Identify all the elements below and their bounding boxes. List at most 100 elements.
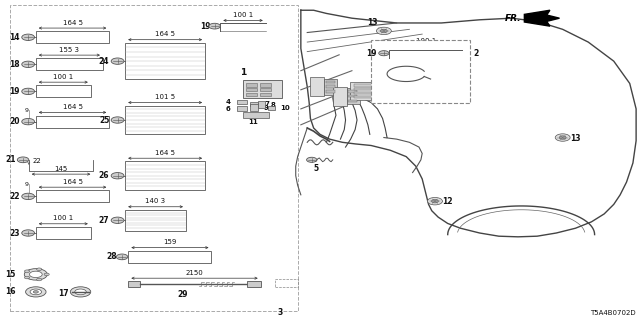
Text: 164 5: 164 5 — [63, 179, 83, 185]
Bar — [326, 81, 335, 83]
Text: 3: 3 — [278, 308, 283, 317]
Text: 13: 13 — [367, 18, 378, 27]
Text: 100 1: 100 1 — [53, 74, 74, 80]
Text: 19: 19 — [365, 49, 376, 58]
Bar — [243, 80, 282, 98]
Text: 25: 25 — [99, 116, 109, 124]
Bar — [36, 227, 91, 239]
Text: 22: 22 — [33, 158, 42, 164]
Circle shape — [24, 269, 47, 280]
Circle shape — [556, 134, 570, 141]
Bar — [129, 251, 211, 263]
Bar — [347, 88, 360, 104]
Bar — [246, 88, 257, 92]
Text: 159: 159 — [163, 239, 177, 245]
Bar — [125, 106, 205, 134]
Text: 9: 9 — [24, 182, 28, 188]
Text: 145: 145 — [54, 165, 68, 172]
Circle shape — [22, 34, 35, 40]
Bar — [371, 40, 470, 102]
Circle shape — [22, 118, 35, 125]
Circle shape — [307, 157, 317, 162]
Circle shape — [22, 230, 35, 236]
Text: 20: 20 — [10, 117, 20, 126]
Circle shape — [44, 273, 49, 276]
Text: 6: 6 — [226, 106, 230, 112]
Circle shape — [376, 27, 391, 35]
Bar — [125, 210, 186, 231]
Bar — [348, 95, 357, 97]
Text: 164 5: 164 5 — [63, 20, 83, 26]
Bar — [260, 88, 271, 92]
Text: 13: 13 — [570, 134, 581, 143]
Text: 14: 14 — [10, 33, 20, 42]
Text: 5: 5 — [314, 164, 319, 173]
Text: 29: 29 — [177, 290, 188, 299]
Text: 22: 22 — [10, 192, 20, 201]
Text: 28: 28 — [106, 252, 117, 261]
Bar — [260, 93, 271, 96]
Bar — [125, 43, 205, 79]
Text: T5A4B0702D: T5A4B0702D — [591, 310, 636, 316]
Text: 8: 8 — [271, 102, 275, 108]
Circle shape — [111, 117, 124, 123]
Bar — [354, 92, 374, 94]
Text: 24: 24 — [99, 57, 109, 66]
Circle shape — [22, 61, 35, 68]
Circle shape — [36, 268, 42, 270]
Bar — [350, 83, 376, 100]
Bar — [36, 58, 103, 70]
Text: 10: 10 — [280, 105, 290, 111]
Bar — [348, 90, 357, 93]
Text: 12: 12 — [443, 197, 453, 206]
Text: 16: 16 — [6, 287, 16, 296]
Bar — [237, 100, 247, 104]
Text: 164 5: 164 5 — [155, 150, 175, 156]
Bar — [326, 85, 335, 88]
Circle shape — [111, 58, 124, 64]
Bar — [10, 5, 298, 311]
Circle shape — [431, 199, 438, 203]
Bar — [243, 112, 269, 118]
Bar — [310, 77, 324, 96]
Circle shape — [26, 287, 46, 297]
Text: 2150: 2150 — [186, 270, 204, 276]
Circle shape — [29, 271, 42, 277]
Bar — [260, 84, 271, 87]
Text: 19: 19 — [10, 87, 20, 96]
Text: 18: 18 — [9, 60, 20, 69]
Circle shape — [379, 51, 389, 56]
Text: 1: 1 — [240, 68, 246, 77]
Text: 101 5: 101 5 — [155, 94, 175, 100]
Bar — [237, 106, 247, 111]
Bar — [354, 88, 374, 91]
Circle shape — [70, 287, 91, 297]
Polygon shape — [524, 10, 559, 26]
Bar — [36, 31, 109, 43]
Text: 19: 19 — [200, 22, 210, 31]
Circle shape — [22, 193, 35, 200]
Bar — [250, 102, 258, 106]
Text: 155 3: 155 3 — [60, 47, 79, 52]
Bar — [246, 281, 260, 287]
Circle shape — [428, 197, 442, 205]
Bar — [275, 279, 298, 287]
Text: 2: 2 — [473, 49, 479, 58]
Bar — [125, 161, 205, 190]
Circle shape — [17, 157, 29, 163]
Bar — [354, 96, 374, 98]
Bar — [129, 281, 140, 287]
Text: 17: 17 — [58, 289, 68, 298]
Text: 4: 4 — [225, 99, 230, 105]
Text: 164 5: 164 5 — [155, 31, 175, 37]
Bar — [246, 93, 257, 96]
Text: 100 1: 100 1 — [415, 38, 436, 44]
Bar — [333, 87, 347, 106]
Circle shape — [30, 289, 42, 295]
Circle shape — [111, 217, 124, 223]
Circle shape — [380, 29, 387, 33]
Circle shape — [209, 23, 220, 29]
Circle shape — [116, 254, 128, 260]
Text: 140 3: 140 3 — [145, 198, 166, 204]
Text: 26: 26 — [99, 171, 109, 180]
